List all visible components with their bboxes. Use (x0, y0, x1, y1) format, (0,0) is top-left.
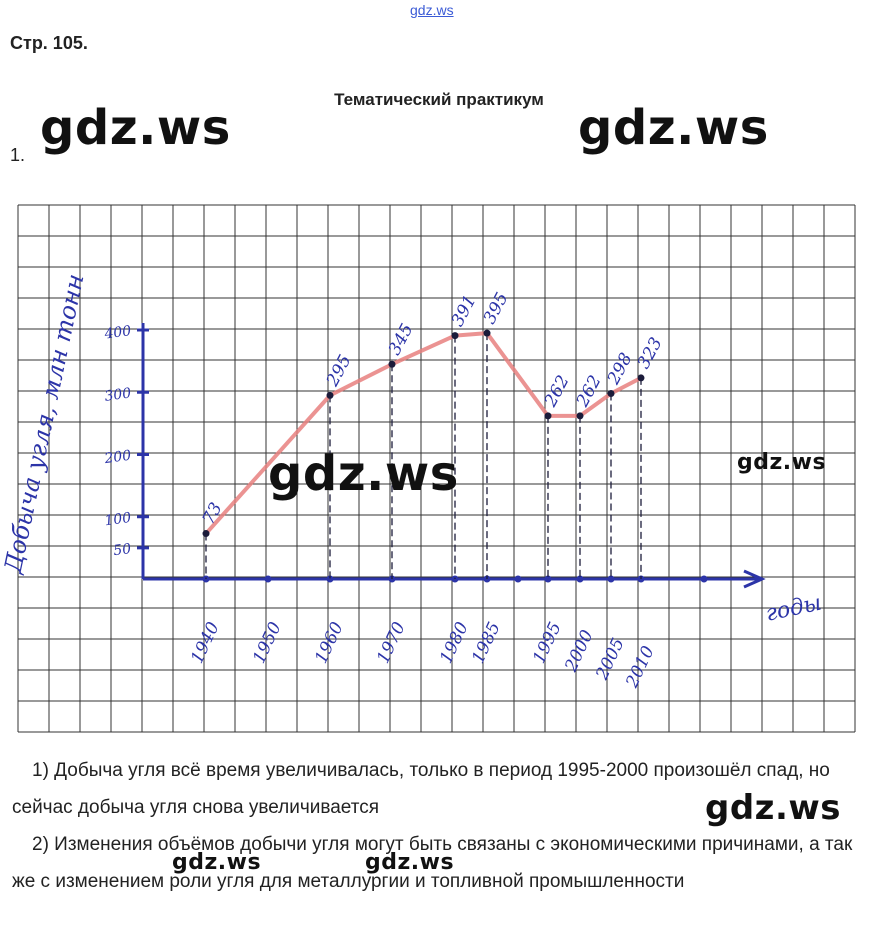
x-tick-label: 2000 (561, 627, 598, 676)
watermark: gdz.ws (705, 788, 842, 828)
x-tick (576, 575, 584, 583)
data-point (388, 360, 396, 368)
watermark: gdz.ws (172, 850, 262, 875)
section-title: Тематический практикум (334, 90, 544, 109)
answer-paragraph-2: 2) Изменения объёмов добычи угля могут б… (12, 826, 872, 900)
data-point (544, 412, 552, 420)
data-label: 323 (634, 334, 667, 372)
x-tick-label: 1985 (468, 619, 504, 667)
x-tick (700, 575, 708, 583)
x-tick-label: 1960 (311, 619, 347, 667)
y-tick-label: 300 (104, 385, 133, 405)
data-point (637, 374, 645, 382)
x-tick (544, 575, 552, 583)
data-point (576, 412, 584, 420)
x-tick (607, 575, 615, 583)
data-label: 395 (480, 289, 513, 327)
x-tick (326, 575, 334, 583)
x-tick-label: 1940 (187, 619, 223, 667)
x-axis-arrow (743, 569, 766, 589)
y-tick-label: 400 (103, 323, 133, 343)
chart-guide-lines (205, 333, 642, 579)
data-point (607, 389, 615, 397)
x-axis-title: годы (764, 591, 824, 627)
data-point (326, 391, 334, 399)
data-point (483, 329, 491, 337)
watermark: gdz.ws (40, 100, 231, 156)
task-number: 1. (10, 145, 26, 165)
answer-paragraph-1: 1) Добыча угля всё время увеличивалась, … (12, 752, 872, 826)
answer-text-2: 2) Изменения объёмов добычи угля могут б… (12, 834, 853, 892)
y-tick-label: 200 (103, 448, 133, 468)
chart-grid (17, 204, 856, 733)
watermark: gdz.ws (268, 446, 459, 502)
x-tick (514, 575, 522, 583)
x-tick-label: 2005 (592, 635, 629, 684)
chart-series (202, 329, 645, 538)
y-tick-label: 100 (104, 510, 133, 530)
y-tick-label: 50 (112, 541, 132, 559)
x-tick-label: 1995 (529, 619, 565, 667)
watermark: gdz.ws (365, 850, 455, 875)
data-point (451, 332, 459, 340)
page-number: Стр. 105. (10, 33, 88, 53)
watermark: gdz.ws (737, 450, 827, 475)
y-axis-title: Добыча угля, млн тонн (0, 271, 90, 576)
data-label: 262 (572, 372, 605, 411)
x-tick (264, 575, 272, 583)
x-tick-label: 1950 (249, 619, 285, 667)
data-label: 73 (199, 499, 227, 527)
x-tick-label: 2010 (622, 643, 659, 692)
watermark-top-link[interactable]: gdz.ws (410, 2, 454, 18)
x-tick-label: 1970 (373, 619, 409, 667)
watermark: gdz.ws (578, 100, 769, 156)
chart-axes (137, 323, 766, 589)
x-tick-label: 1980 (436, 619, 472, 667)
answer-text-1: 1) Добыча угля всё время увеличивалась, … (12, 760, 830, 818)
data-point (202, 530, 210, 538)
